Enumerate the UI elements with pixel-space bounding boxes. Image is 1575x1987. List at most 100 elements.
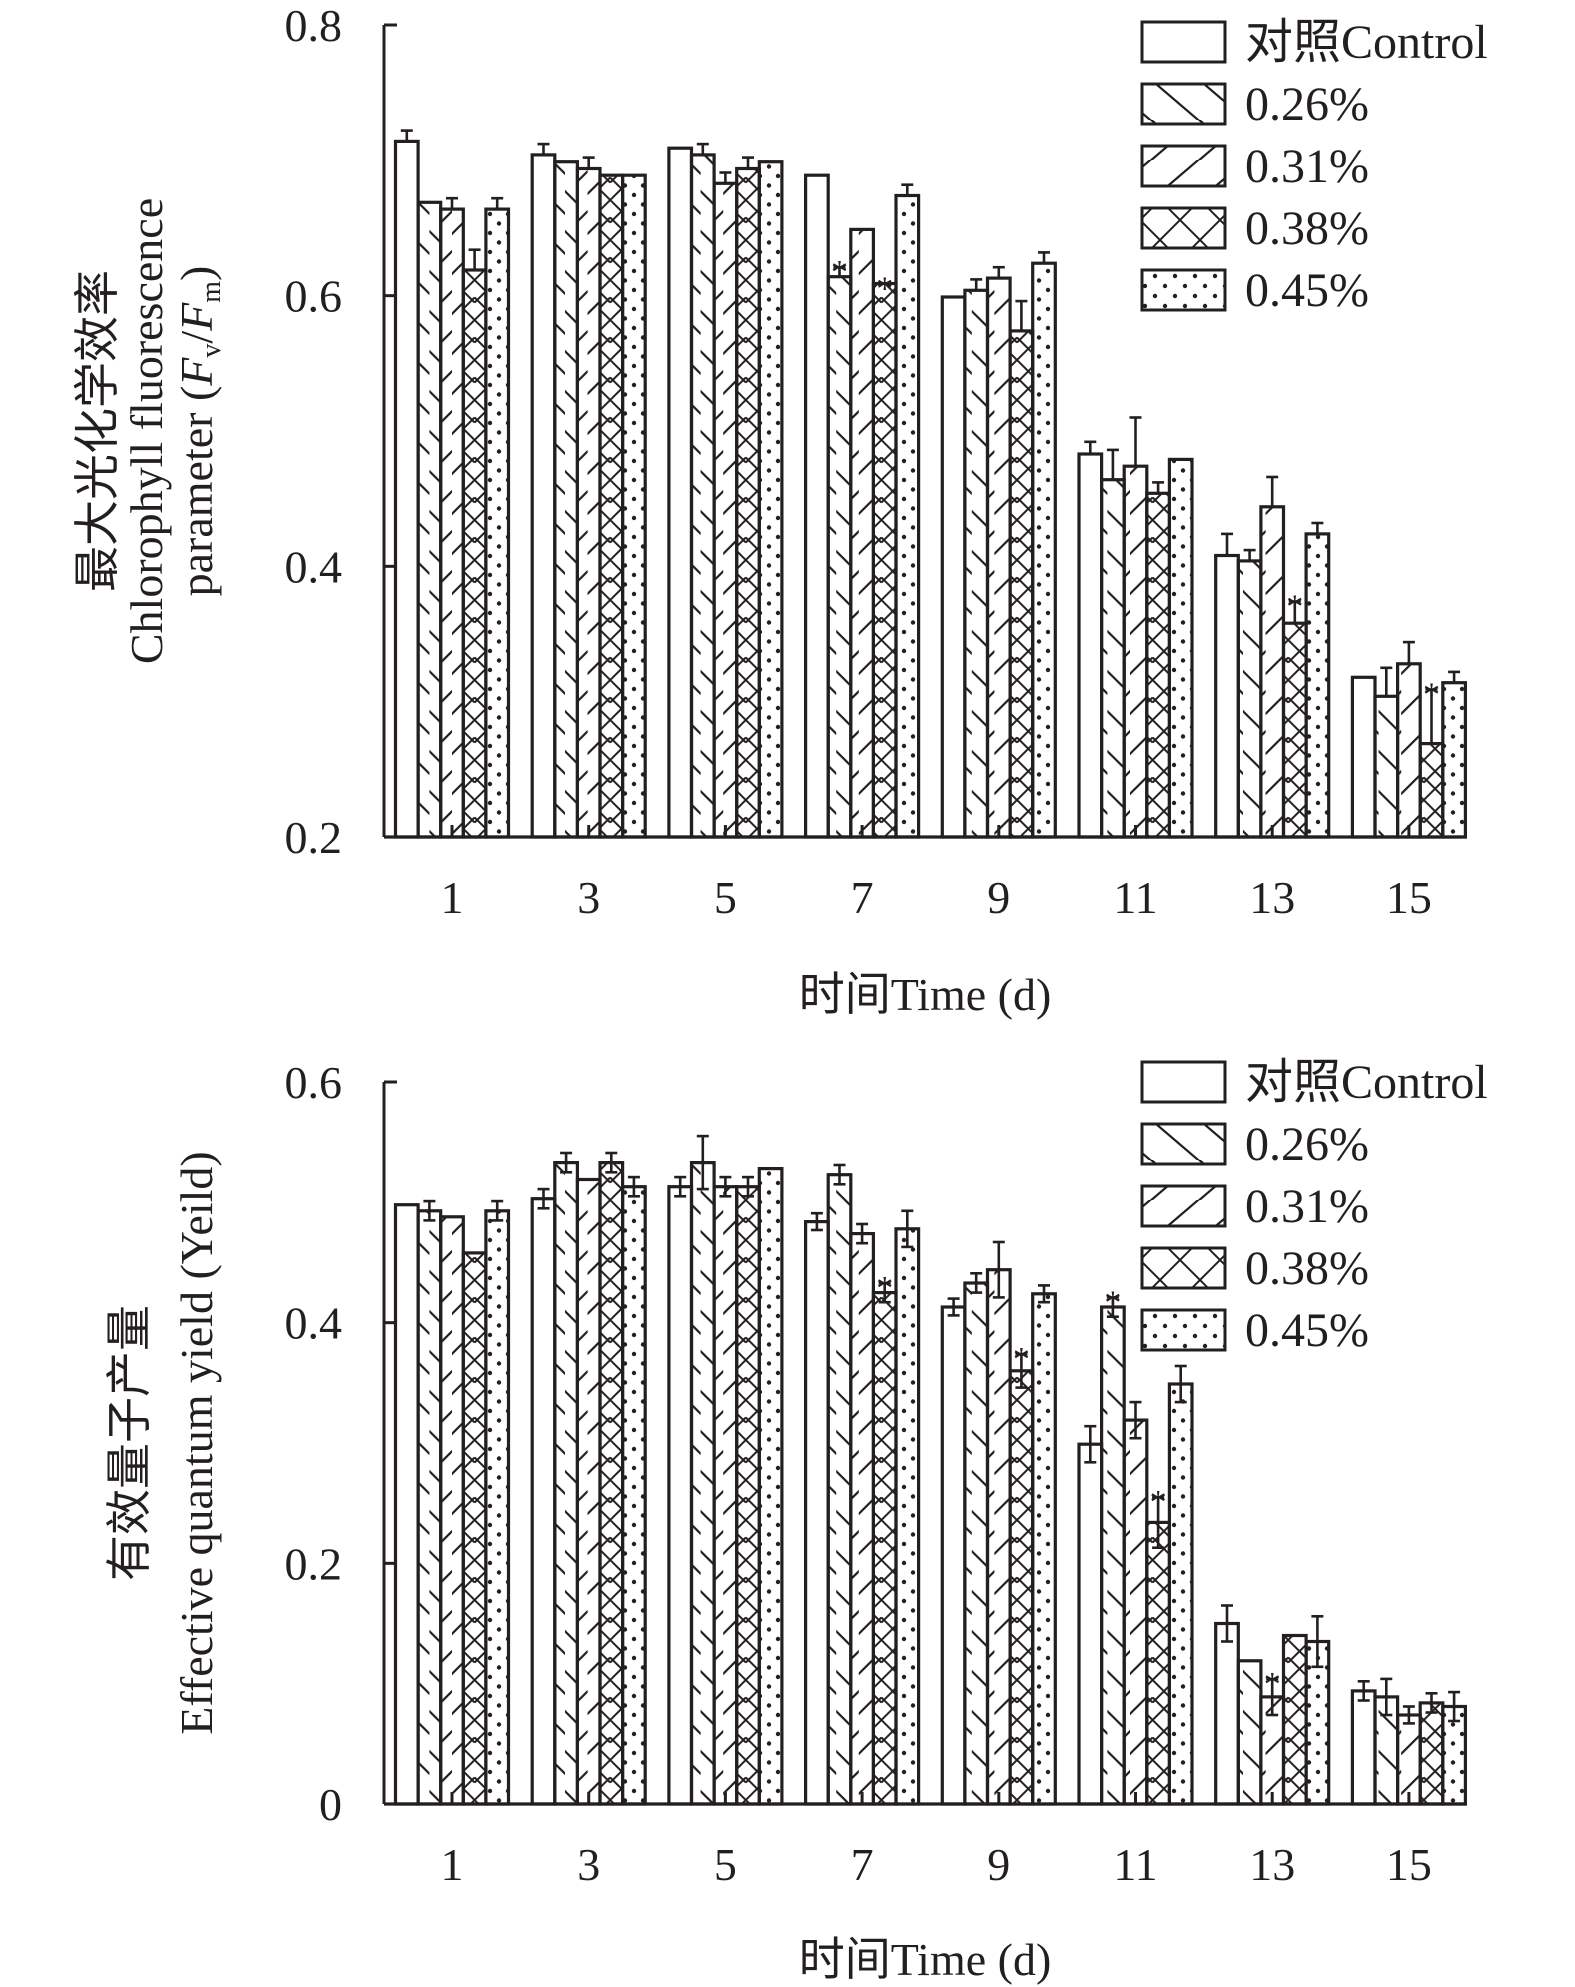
legend-swatch-cross-hatch <box>1140 1246 1227 1290</box>
bar-back-diagonal <box>416 200 443 839</box>
x-tick-label: 7 <box>851 1839 874 1890</box>
legend-label: 0.45% <box>1245 264 1369 317</box>
x-tick-label: 15 <box>1386 872 1432 923</box>
bar-forward-diagonal <box>1259 505 1286 839</box>
bar-cross-hatch <box>461 1251 488 1806</box>
plot-area-yield: *****00.20.40.61 3 5 7 9 11 13 15 <box>285 1057 1468 1890</box>
bar-group-day-13: * <box>1214 1604 1331 1806</box>
bar-cross-hatch <box>735 1185 761 1806</box>
bar-back-diagonal <box>416 1209 443 1806</box>
legend-label: 0.26% <box>1245 78 1369 131</box>
legend-label: 对照Control <box>1245 16 1488 69</box>
bar-group-day-7: * <box>803 1163 921 1806</box>
legend-swatch-forward-diagonal <box>1140 1184 1227 1228</box>
legend-label: 0.31% <box>1245 1180 1369 1233</box>
bar-back-diagonal <box>1373 694 1400 839</box>
significance-marker: * <box>876 1270 893 1307</box>
plot-area-fv-fm: * ***0.20.40.60.81 3 5 7 9 11 13 15 <box>285 0 1468 923</box>
bar-forward-diagonal <box>1395 1713 1422 1806</box>
y-axis-title-fv-fm: 最大光化学效率 Chlorophyll fluorescence paramet… <box>72 198 227 664</box>
bar-dots <box>894 193 921 839</box>
bar-dots <box>1031 1292 1057 1806</box>
significance-marker: * <box>831 254 848 291</box>
bar-cross-hatch <box>1008 1369 1035 1806</box>
y-axis-title-cn: 最大光化学效率 <box>72 270 123 592</box>
bar-back-diagonal <box>826 275 853 839</box>
bar-dots <box>894 1227 921 1806</box>
legend-swatch-none <box>1140 20 1227 64</box>
bar-cross-hatch <box>1281 1633 1308 1806</box>
legend-swatch-cross-hatch <box>1140 206 1227 250</box>
legend-swatch-back-diagonal <box>1140 1122 1227 1166</box>
bar-none <box>393 1203 420 1806</box>
legend-yield: 对照Control 0.26% 0.31% 0.38% 0.45% <box>1140 1056 1488 1357</box>
y-axis-title-cn: 有效量子产量 <box>104 1305 155 1581</box>
bar-dots <box>1031 261 1057 839</box>
legend-item: 0.26% <box>1140 1118 1369 1171</box>
x-tick-label: 1 <box>441 872 464 923</box>
bar-back-diagonal <box>553 160 579 839</box>
y-tick-label: 0.8 <box>285 0 343 51</box>
x-tick-label: 3 <box>577 1839 600 1890</box>
legend-item: 对照Control <box>1140 1056 1488 1109</box>
bar-back-diagonal <box>1236 1659 1263 1806</box>
chart-yield: 有效量子产量 Effective quantum yield (Yeild) *… <box>104 1056 1488 1985</box>
bar-none <box>667 146 694 839</box>
bar-none <box>1214 553 1240 839</box>
legend-swatch-none <box>1140 1060 1227 1104</box>
bar-none <box>530 1197 557 1806</box>
x-axis-title-fv-fm: 时间Time (d) <box>799 969 1052 1020</box>
legend-item: 0.38% <box>1140 202 1369 255</box>
bar-back-diagonal <box>689 1160 716 1806</box>
bar-group-day-3 <box>530 1151 647 1806</box>
legend-swatch-dots <box>1140 1308 1227 1352</box>
bar-cross-hatch <box>598 173 625 839</box>
bar-group-day-1 <box>393 129 511 839</box>
bar-cross-hatch <box>461 268 488 839</box>
legend-swatch-dots <box>1140 268 1227 312</box>
bar-group-day-7: * * <box>803 173 921 839</box>
bar-forward-diagonal <box>439 1215 465 1806</box>
x-tick-label: 9 <box>987 1839 1010 1890</box>
bar-none <box>1350 675 1377 839</box>
legend-label: 0.45% <box>1245 1304 1369 1357</box>
chart-fv-fm: 最大光化学效率 Chlorophyll fluorescence paramet… <box>72 0 1488 1020</box>
bar-group-day-9: * <box>940 1240 1057 1806</box>
bar-none <box>1077 1442 1104 1806</box>
bar-dots <box>757 160 784 839</box>
bar-group-day-9 <box>940 251 1057 839</box>
bar-back-diagonal <box>553 1160 579 1806</box>
bar-forward-diagonal <box>1395 662 1422 839</box>
bar-cross-hatch <box>735 166 761 839</box>
y-tick-label: 0.4 <box>285 541 343 592</box>
x-axis-title-yield: 时间Time (d) <box>799 1934 1052 1985</box>
legend-item: 对照Control <box>1140 16 1488 69</box>
legend-swatch-back-diagonal <box>1140 82 1227 126</box>
bar-forward-diagonal <box>849 1231 875 1806</box>
significance-marker: * <box>1423 677 1440 714</box>
bar-forward-diagonal <box>575 1177 602 1806</box>
bar-back-diagonal <box>689 153 716 839</box>
bar-dots <box>1441 681 1468 839</box>
y-axis-title-suffix: ) <box>171 266 222 281</box>
bar-back-diagonal <box>826 1173 853 1806</box>
y-axis-title-en-line2: parameter (Fv/Fm) <box>171 266 227 597</box>
y-axis-title-fv-sub: v <box>196 344 227 358</box>
y-axis-title-yield: 有效量子产量 Effective quantum yield (Yeild) <box>104 1151 222 1734</box>
bar-group-day-13: * <box>1214 475 1331 839</box>
bar-cross-hatch <box>871 281 898 839</box>
y-axis-title-slash: / <box>171 331 222 344</box>
x-tick-label: 5 <box>714 1839 737 1890</box>
legend-item: 0.26% <box>1140 78 1369 131</box>
bar-forward-diagonal <box>985 276 1012 839</box>
bar-back-diagonal <box>1099 478 1126 839</box>
legend-label: 对照Control <box>1245 1056 1488 1109</box>
bar-dots <box>620 1185 647 1806</box>
bar-none <box>940 1305 967 1806</box>
x-tick-label: 7 <box>851 872 874 923</box>
bar-none <box>803 1219 830 1806</box>
bar-group-day-15 <box>1350 1677 1468 1806</box>
bar-dots <box>484 207 511 839</box>
bar-forward-diagonal <box>849 227 875 839</box>
